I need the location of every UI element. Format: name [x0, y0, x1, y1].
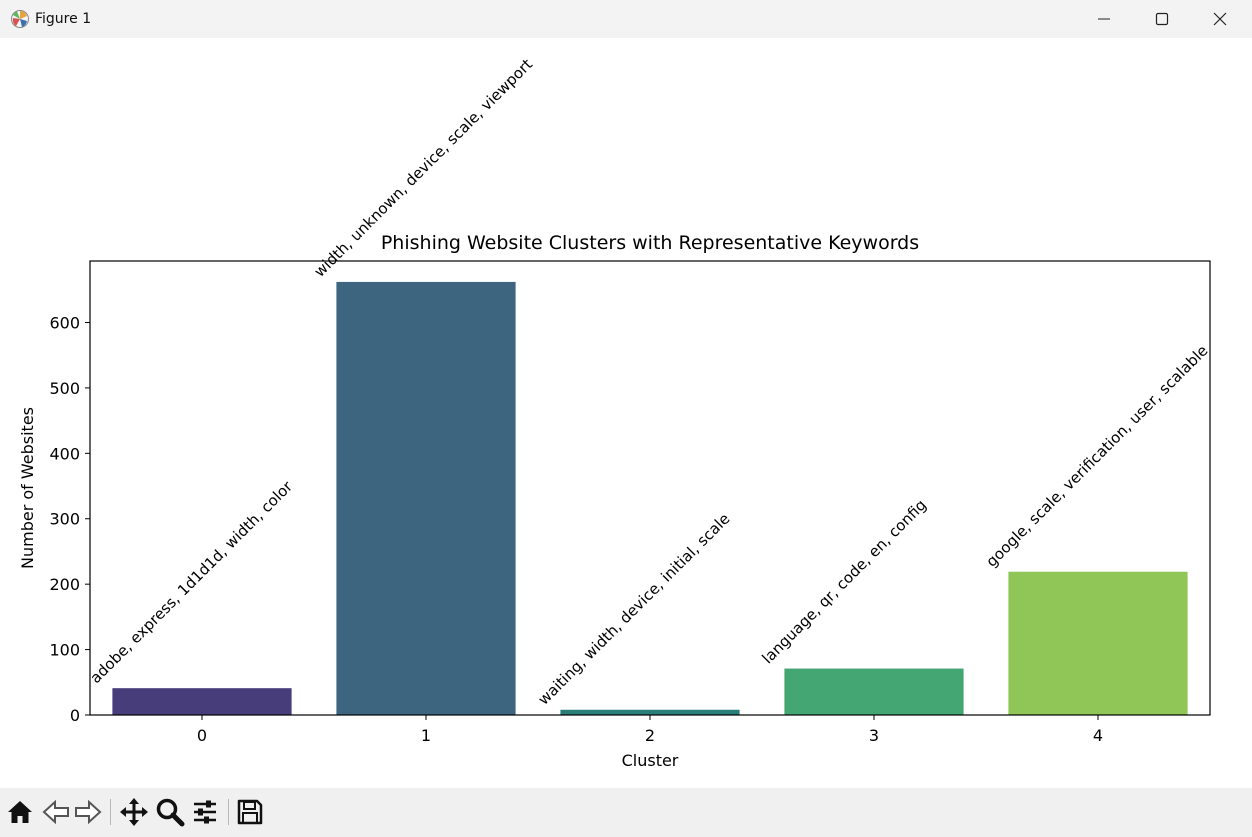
maximize-icon — [1155, 12, 1169, 26]
back-button[interactable] — [40, 796, 72, 828]
window-title: Figure 1 — [35, 11, 92, 27]
bar-cluster-4 — [1008, 571, 1188, 715]
bar-annotation: google, scale, verification, user, scala… — [983, 342, 1212, 571]
y-tick-label: 300 — [49, 510, 80, 529]
y-tick-label: 0 — [70, 706, 80, 725]
y-tick-label: 400 — [49, 444, 80, 463]
x-tick-label: 0 — [197, 726, 207, 745]
toolbar-separator — [228, 799, 229, 825]
configure-subplots-button[interactable] — [189, 796, 221, 828]
zoom-icon — [156, 798, 185, 827]
x-tick-label: 4 — [1093, 726, 1103, 745]
save-button[interactable] — [234, 796, 266, 828]
back-icon — [42, 799, 69, 825]
bar-chart: 0 100 200 300 400 500 600 0 1 2 3 4 adobe, express, … — [18, 55, 1212, 770]
minimize-button[interactable] — [1075, 0, 1133, 38]
x-axis-label: Cluster — [622, 751, 679, 770]
forward-button[interactable] — [72, 796, 104, 828]
close-button[interactable] — [1191, 0, 1249, 38]
bar-annotation: language, qr, code, en, config — [759, 496, 930, 667]
bar-cluster-2 — [560, 709, 740, 715]
chart-title: Phishing Website Clusters with Represent… — [381, 232, 919, 254]
x-tick-label: 1 — [421, 726, 431, 745]
maximize-button[interactable] — [1133, 0, 1191, 38]
pan-icon — [120, 798, 148, 826]
configure-subplots-icon — [194, 800, 216, 824]
y-tick-label: 500 — [49, 379, 80, 398]
forward-icon — [75, 799, 102, 825]
x-tick-label: 2 — [645, 726, 655, 745]
save-icon — [237, 799, 263, 825]
home-icon — [8, 801, 32, 823]
window-titlebar: Figure 1 — [0, 0, 1252, 39]
bar-cluster-0 — [112, 688, 292, 715]
bar-annotation: waiting, width, device, initial, scale — [535, 510, 734, 709]
y-tick-label: 200 — [49, 575, 80, 594]
navigation-toolbar — [0, 788, 1252, 837]
y-tick-label: 100 — [49, 641, 80, 660]
toolbar-separator — [110, 799, 111, 825]
bar-cluster-1 — [336, 281, 516, 715]
close-icon — [1213, 12, 1227, 26]
matplotlib-icon — [11, 10, 29, 28]
y-axis-label: Number of Websites — [18, 407, 37, 569]
minimize-icon — [1098, 18, 1110, 20]
y-tick-label: 600 — [49, 313, 80, 332]
zoom-button[interactable] — [154, 796, 186, 828]
figure-canvas[interactable]: 0 100 200 300 400 500 600 0 1 2 3 4 adobe, express, … — [0, 38, 1252, 788]
bar-cluster-3 — [784, 668, 964, 715]
home-button[interactable] — [4, 796, 36, 828]
bar-annotation: adobe, express, 1d1d1d, width, color — [87, 477, 297, 687]
x-tick-label: 3 — [869, 726, 879, 745]
pan-button[interactable] — [118, 796, 150, 828]
